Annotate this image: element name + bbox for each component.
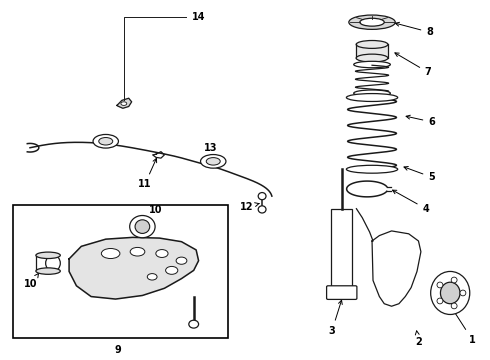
Ellipse shape: [121, 102, 127, 105]
Ellipse shape: [356, 54, 388, 62]
Text: 9: 9: [115, 345, 122, 355]
Text: 8: 8: [395, 22, 433, 37]
Text: 13: 13: [204, 143, 218, 160]
Ellipse shape: [441, 282, 460, 304]
Text: 14: 14: [192, 12, 206, 22]
Ellipse shape: [346, 94, 398, 102]
Ellipse shape: [99, 138, 113, 145]
Ellipse shape: [460, 290, 466, 296]
Text: 7: 7: [395, 53, 432, 77]
Ellipse shape: [147, 274, 157, 280]
Ellipse shape: [360, 18, 384, 26]
Ellipse shape: [130, 216, 155, 238]
Ellipse shape: [176, 257, 187, 264]
Polygon shape: [69, 237, 198, 299]
Text: 6: 6: [406, 115, 435, 127]
Ellipse shape: [451, 303, 457, 309]
Text: 12: 12: [240, 202, 259, 212]
Ellipse shape: [451, 277, 457, 283]
Ellipse shape: [349, 15, 395, 30]
Ellipse shape: [36, 252, 60, 258]
Text: 3: 3: [329, 300, 342, 336]
Ellipse shape: [36, 268, 60, 274]
Ellipse shape: [101, 248, 120, 258]
Text: 4: 4: [392, 190, 429, 214]
Bar: [356, 44, 388, 58]
Text: 5: 5: [404, 167, 435, 182]
Ellipse shape: [189, 320, 198, 328]
Ellipse shape: [135, 220, 150, 233]
Ellipse shape: [46, 255, 60, 271]
Bar: [36, 255, 54, 271]
Bar: [13, 205, 228, 338]
Polygon shape: [372, 231, 421, 306]
Ellipse shape: [156, 249, 168, 257]
Ellipse shape: [206, 158, 220, 165]
Ellipse shape: [130, 247, 145, 256]
Ellipse shape: [354, 61, 391, 68]
Ellipse shape: [200, 154, 226, 168]
Polygon shape: [117, 98, 132, 108]
Ellipse shape: [356, 41, 388, 48]
Ellipse shape: [258, 206, 266, 213]
Ellipse shape: [354, 90, 391, 96]
Ellipse shape: [258, 193, 266, 200]
Ellipse shape: [437, 282, 443, 288]
Text: 1: 1: [453, 310, 476, 345]
Ellipse shape: [166, 266, 178, 274]
FancyBboxPatch shape: [327, 286, 357, 300]
Bar: [331, 209, 352, 288]
Text: 10: 10: [145, 206, 163, 224]
Ellipse shape: [93, 134, 119, 148]
Text: 10: 10: [24, 274, 39, 289]
Ellipse shape: [431, 271, 470, 315]
Text: 11: 11: [138, 158, 157, 189]
Ellipse shape: [437, 298, 443, 304]
Ellipse shape: [346, 165, 398, 173]
Text: 2: 2: [415, 331, 422, 347]
